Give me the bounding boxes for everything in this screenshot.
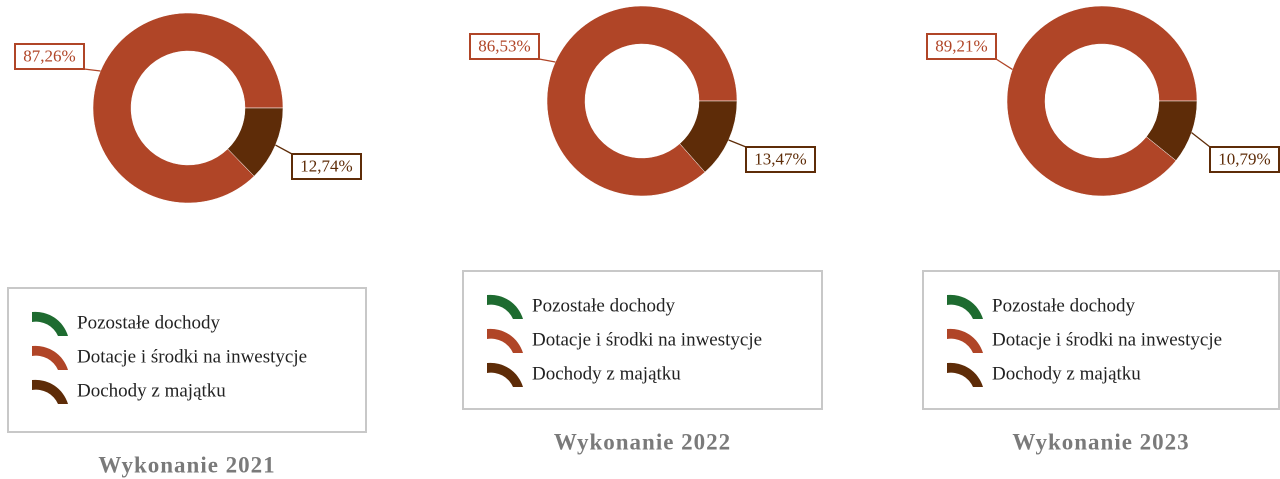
donut-segment [92, 12, 284, 204]
legend-label: Dotacje i środki na inwestycje [77, 346, 307, 367]
legend-box [462, 270, 823, 410]
leader-line [995, 58, 1013, 70]
chart-title: Wykonanie 2023 [1012, 429, 1189, 454]
legend-label: Dotacje i środki na inwestycje [532, 329, 762, 350]
legend-label: Pozostałe dochody [532, 295, 676, 316]
leader-line [275, 144, 293, 155]
legend-label: Dochody z majątku [532, 363, 681, 384]
chart-title: Wykonanie 2022 [554, 429, 731, 454]
chart-title: Wykonanie 2021 [98, 452, 275, 477]
donut-segment [546, 5, 738, 197]
data-label: 87,26% [23, 46, 75, 65]
data-label: 10,79% [1218, 149, 1270, 168]
legend-swatch [32, 345, 68, 370]
donut-segment [227, 107, 284, 177]
legend-swatch [32, 311, 68, 336]
data-label: 89,21% [935, 36, 987, 55]
legend-swatch [32, 379, 68, 404]
legend-swatch [487, 294, 523, 319]
legend-swatch [487, 362, 523, 387]
data-label: 12,74% [300, 156, 352, 175]
leader-line [83, 68, 101, 72]
legend-swatch [947, 328, 983, 353]
leader-line [1191, 132, 1211, 148]
data-label: 86,53% [478, 36, 530, 55]
legend-label: Dotacje i środki na inwestycje [992, 329, 1222, 350]
label-box [291, 153, 362, 180]
legend-swatch [947, 294, 983, 319]
legend-label: Dochody z majątku [992, 363, 1141, 384]
label-box [469, 33, 540, 60]
legend-swatch [947, 362, 983, 387]
donut-segment [679, 100, 738, 173]
legend-swatch [487, 328, 523, 353]
label-box [745, 146, 816, 173]
label-box [1209, 146, 1280, 173]
label-box [926, 33, 997, 60]
legend-label: Pozostałe dochody [992, 295, 1136, 316]
legend-label: Dochody z majątku [77, 380, 226, 401]
leader-line [728, 139, 747, 148]
label-box [14, 43, 85, 70]
donut-segment [1146, 100, 1198, 161]
donut-segment [1006, 5, 1198, 197]
data-label: 13,47% [754, 149, 806, 168]
leader-line [538, 58, 556, 63]
legend-label: Pozostałe dochody [77, 312, 221, 333]
legend-box [7, 287, 367, 433]
